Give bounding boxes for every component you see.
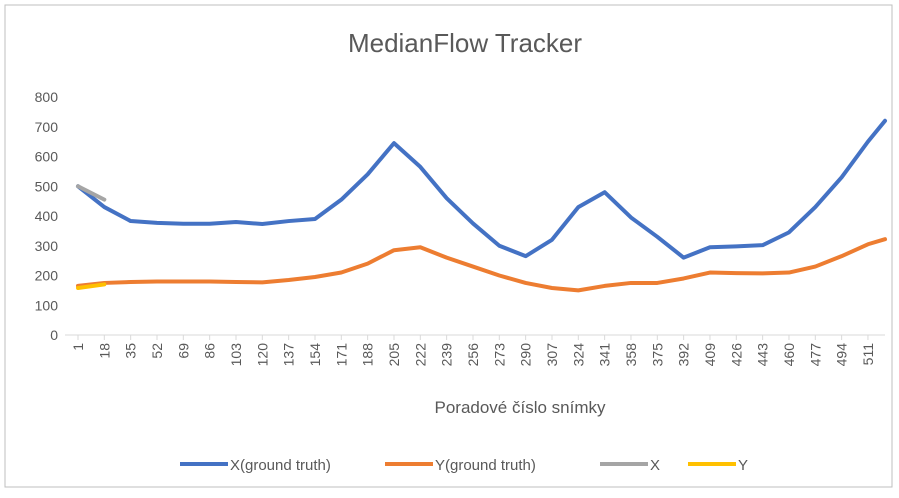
x-tick-label: 18 xyxy=(96,343,112,359)
x-tick-label: 426 xyxy=(728,343,744,367)
x-tick-label: 307 xyxy=(544,343,560,367)
x-tick-label: 188 xyxy=(360,343,376,367)
y-tick-label: 200 xyxy=(35,268,59,284)
x-tick-label: 460 xyxy=(781,343,797,367)
x-tick-label: 239 xyxy=(439,343,455,367)
x-axis-label: Poradové číslo snímky xyxy=(434,398,606,417)
y-tick-label: 400 xyxy=(35,208,59,224)
y-tick-label: 500 xyxy=(35,178,59,194)
x-tick-label: 1 xyxy=(70,343,86,351)
x-tick-label: 222 xyxy=(412,343,428,367)
x-tick-label: 477 xyxy=(807,343,823,367)
x-tick-label: 103 xyxy=(228,343,244,367)
series-line xyxy=(76,184,107,202)
x-tick-label: 171 xyxy=(333,343,349,367)
x-tick-label: 511 xyxy=(860,343,876,366)
x-tick-label: 52 xyxy=(149,343,165,359)
x-tick-label: 137 xyxy=(281,343,297,367)
x-tick-label: 35 xyxy=(123,343,139,359)
y-tick-label: 100 xyxy=(35,297,59,313)
series-line xyxy=(76,118,887,260)
series-line xyxy=(76,282,107,290)
legend-label: X xyxy=(650,457,660,474)
x-tick-label: 358 xyxy=(623,343,639,367)
legend-label: X(ground truth) xyxy=(230,457,331,474)
x-tick-label: 256 xyxy=(465,343,481,367)
x-tick-label: 375 xyxy=(649,343,665,367)
x-tick-label: 86 xyxy=(202,343,218,359)
x-tick-label: 392 xyxy=(676,343,692,367)
x-tick-label: 409 xyxy=(702,343,718,367)
y-tick-label: 0 xyxy=(50,327,58,343)
x-tick-label: 324 xyxy=(570,343,586,367)
x-tick-label: 341 xyxy=(597,343,613,367)
y-tick-label: 700 xyxy=(35,119,59,135)
y-tick-label: 800 xyxy=(35,89,59,105)
legend-label: Y xyxy=(738,457,748,474)
chart-title: MedianFlow Tracker xyxy=(348,28,582,58)
y-tick-label: 300 xyxy=(35,238,59,254)
x-tick-label: 120 xyxy=(254,343,270,367)
x-tick-label: 494 xyxy=(834,343,850,367)
legend-label: Y(ground truth) xyxy=(435,457,536,474)
x-tick-label: 443 xyxy=(755,343,771,367)
series-line xyxy=(76,237,887,293)
x-tick-label: 154 xyxy=(307,343,323,367)
x-tick-label: 273 xyxy=(491,343,507,367)
x-tick-label: 290 xyxy=(518,343,534,367)
x-tick-label: 69 xyxy=(175,343,191,359)
y-tick-label: 600 xyxy=(35,149,59,165)
x-tick-label: 205 xyxy=(386,343,402,367)
